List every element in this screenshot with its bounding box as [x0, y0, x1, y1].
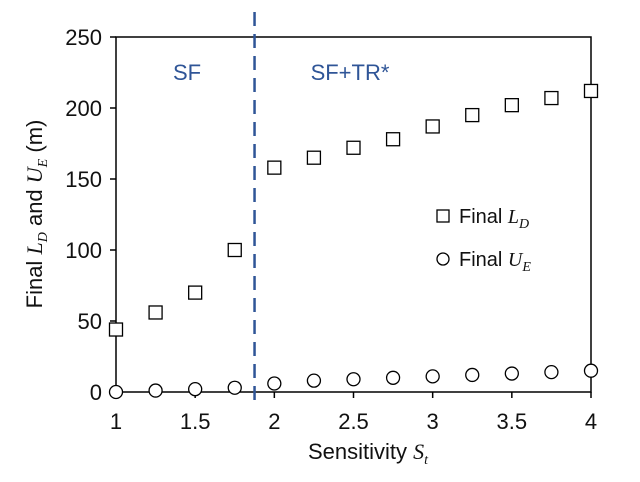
ld-point-marker	[148, 305, 163, 320]
x-tick-label: 4	[585, 409, 597, 434]
x-tick-label: 3.5	[497, 409, 528, 434]
x-tick-label: 2.5	[338, 409, 369, 434]
x-tick-label: 1	[110, 409, 122, 434]
ue-point-marker	[385, 370, 401, 385]
ld-point-marker	[346, 140, 361, 155]
ue-point-marker	[148, 383, 163, 398]
ld-point-marker	[425, 119, 440, 134]
x-axis-label: Sensitivity St	[308, 439, 429, 468]
ld-point-marker	[306, 150, 322, 165]
ld-point-marker	[583, 83, 599, 99]
y-tick-label: 0	[90, 380, 102, 405]
ue-point-marker	[108, 384, 124, 400]
y-tick-label: 50	[78, 309, 102, 334]
ue-point-marker	[267, 376, 282, 391]
y-tick-label: 150	[65, 167, 102, 192]
x-tick-label: 1.5	[180, 409, 211, 434]
legend-label-ld: Final LD	[459, 206, 529, 232]
legend-label-ue: Final UE	[459, 249, 531, 275]
data-markers	[108, 83, 599, 400]
y-axis-ticks: 0 50 100 150 200 250	[65, 25, 116, 405]
x-tick-label: 2	[268, 409, 280, 434]
ue-point-marker	[306, 373, 322, 388]
ue-point-marker	[544, 364, 559, 380]
ld-point-marker	[504, 98, 519, 113]
ld-point-marker	[267, 160, 282, 175]
y-tick-label: 100	[65, 238, 102, 263]
ld-point-marker	[108, 322, 124, 337]
ue-point-marker	[504, 366, 519, 381]
ld-point-marker	[227, 242, 242, 258]
ue-point-marker	[465, 367, 480, 383]
x-axis-ticks: 1 1.5 2 2.5 3 3.5 4	[110, 392, 597, 434]
ue-point-marker	[583, 363, 599, 378]
legend: Final LD Final UE	[436, 206, 531, 275]
legend-circle-marker	[436, 252, 450, 266]
plot-frame	[115, 36, 592, 393]
ld-point-marker	[465, 107, 480, 123]
ld-point-marker	[385, 132, 401, 147]
y-tick-label: 250	[65, 25, 102, 50]
region-label-sf-tr: SF+TR*	[311, 60, 390, 85]
y-tick-label: 200	[65, 96, 102, 121]
y-axis-label: Final LD and UE (m)	[22, 120, 51, 309]
ue-point-marker	[346, 372, 361, 387]
x-tick-label: 3	[427, 409, 439, 434]
ld-point-marker	[188, 285, 203, 300]
ue-point-marker	[188, 382, 203, 397]
ld-point-marker	[544, 90, 559, 106]
region-label-sf: SF	[173, 60, 201, 85]
ue-point-marker	[425, 369, 440, 384]
ue-point-marker	[227, 380, 242, 395]
legend-square-marker	[436, 209, 450, 223]
